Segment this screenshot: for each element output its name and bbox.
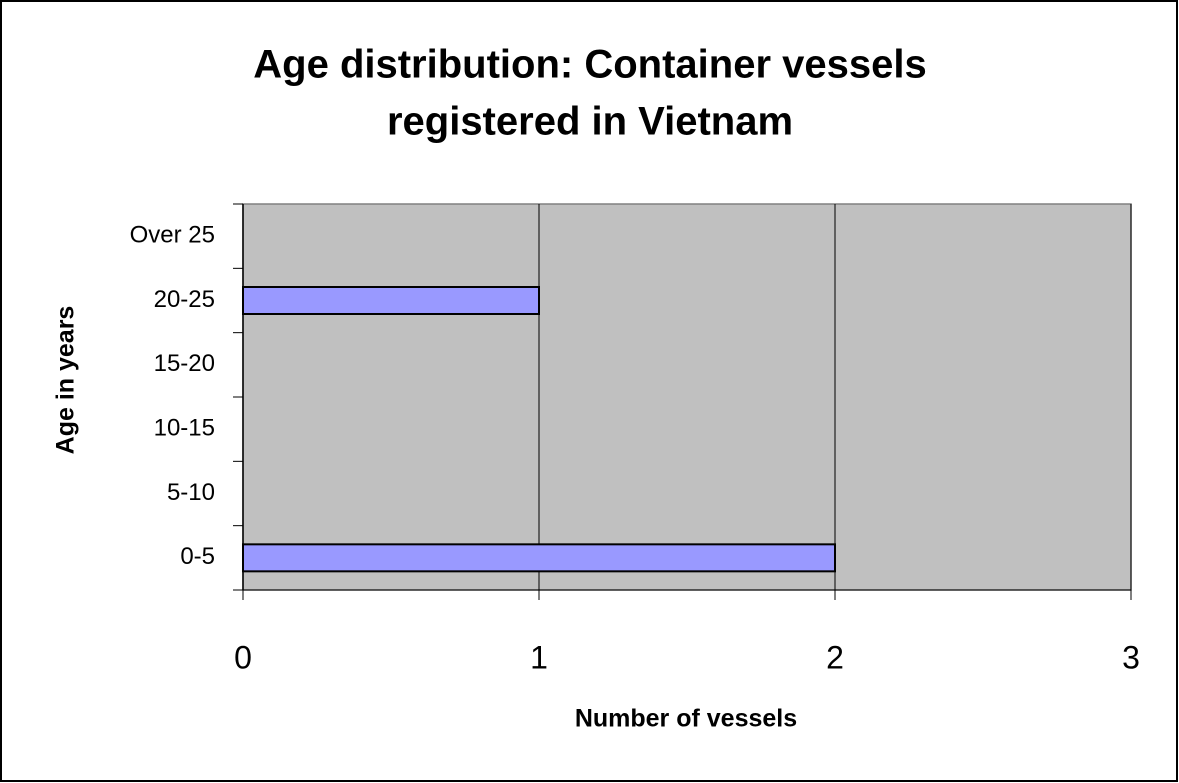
y-tick-label: 5-10 — [167, 479, 215, 506]
y-tick-label: 0-5 — [180, 543, 215, 570]
x-tick-label: 1 — [530, 639, 548, 675]
x-tick-label: 3 — [1122, 639, 1140, 675]
chart-title: registered in Vietnam — [387, 100, 793, 144]
plot-area — [242, 203, 1132, 591]
x-axis-label: Number of vessels — [575, 705, 797, 733]
x-tick-label: 2 — [826, 639, 844, 675]
y-tick-label: 15-20 — [154, 350, 215, 377]
y-tick-label: Over 25 — [130, 222, 215, 249]
y-tick-label: 10-15 — [154, 415, 215, 442]
bar — [242, 286, 540, 315]
x-tick-label: 0 — [234, 639, 252, 675]
chart-title: Age distribution: Container vessels — [253, 43, 926, 87]
y-axis-label: Age in years — [52, 306, 80, 455]
bar — [242, 543, 836, 573]
y-tick-label: 20-25 — [154, 286, 215, 313]
